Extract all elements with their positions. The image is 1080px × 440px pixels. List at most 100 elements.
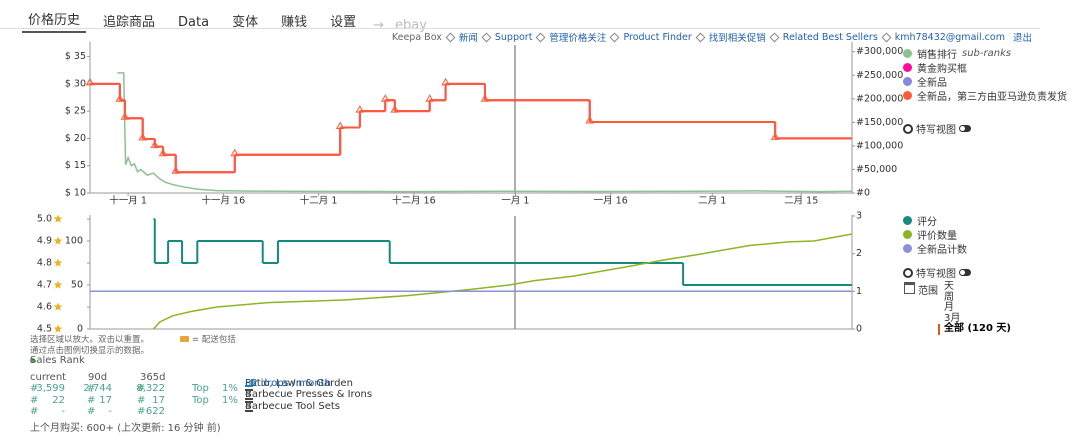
legend-item[interactable]: 评分 <box>903 213 967 228</box>
range-option[interactable]: 天 <box>944 281 954 292</box>
truck-icon <box>180 336 189 342</box>
rank-category[interactable]: Barbecue Tool Sets <box>245 400 340 412</box>
y-tick-label: 4.7 <box>37 280 52 291</box>
separator <box>535 32 546 42</box>
range-option[interactable]: 3月 <box>944 312 961 324</box>
range-option[interactable]: 周 <box>944 291 954 303</box>
footer: 上个月购买: 600+ (上次更新: 16 分钟 前) <box>30 422 221 434</box>
y-tick-label: 4.9 <box>37 236 52 247</box>
links: Keepa Box 新闻 Support 管理价格关注 Product Finder 找到… <box>391 30 1032 45</box>
y-tick-label: $ 20 <box>65 133 86 144</box>
y-tick-label: 1 <box>856 286 862 297</box>
tab[interactable]: 设置 <box>330 15 357 30</box>
x-tick-label: 一月 16 <box>594 196 628 207</box>
calendar-icon <box>904 282 915 294</box>
legend-swatch <box>903 243 912 253</box>
rank-category[interactable]: Barbecue Presses & Irons <box>245 389 373 400</box>
legend-swatch <box>903 76 912 86</box>
range-selected[interactable]: 全部 (120 天) <box>938 323 1011 335</box>
range-label-wrap: 范围 <box>904 282 938 335</box>
y-tick-label: 3 <box>856 210 862 221</box>
y-tick-label: 4.6 <box>37 302 52 313</box>
y-tick-label: #250,000 <box>856 70 903 81</box>
x-tick-label: 二月 15 <box>784 196 818 207</box>
sub-rank-icon <box>245 400 253 412</box>
series-line <box>152 233 853 330</box>
rank-value: 8,322 <box>136 383 165 394</box>
tab[interactable]: Data <box>178 15 210 30</box>
legend-item[interactable]: 全新品计数 <box>903 241 967 256</box>
toggle[interactable] <box>959 269 971 276</box>
marker <box>115 94 125 102</box>
top-link[interactable]: Product Finder <box>623 31 692 43</box>
y-tick-label: 4.5 <box>37 324 52 335</box>
legend-item[interactable]: 全新品 <box>903 74 1067 89</box>
column-header: 365d <box>140 371 166 383</box>
legend-label: 全新品计数 <box>917 244 967 256</box>
y-tick-label: #100,000 <box>856 140 903 151</box>
ebay-tab[interactable]: ebay <box>395 18 427 33</box>
separator <box>769 32 780 42</box>
rank-prefix: # <box>30 383 39 394</box>
sub-ranks[interactable]: sub-ranks <box>962 47 1012 59</box>
legend-item[interactable]: 评价数量 <box>903 227 967 242</box>
marker <box>480 94 490 102</box>
top-link[interactable]: Related Best Sellers <box>782 31 878 43</box>
arrow: → <box>373 18 385 33</box>
y-tick-label: $ 15 <box>65 160 86 171</box>
rank-prefix: # <box>30 406 39 417</box>
top-link[interactable]: kmh78432@gmail.com <box>894 31 1005 43</box>
separator <box>609 32 620 42</box>
top-link[interactable]: 找到相关促销 <box>708 33 766 44</box>
y-tick-label: 2 <box>856 248 862 259</box>
rank-value: 622 <box>145 406 165 417</box>
tab[interactable]: 赚钱 <box>281 15 308 30</box>
top-link[interactable]: Keepa Box <box>391 31 442 43</box>
toggle[interactable] <box>959 125 971 132</box>
top-link[interactable]: 管理价格关注 <box>549 33 607 44</box>
delivery-hint: = 配送包括 <box>180 333 236 345</box>
y-tick-label: #200,000 <box>856 93 903 104</box>
legend-label: 黄金购买框 <box>917 63 967 75</box>
separator <box>481 32 492 42</box>
legend-item[interactable]: 黄金购买框 <box>903 60 1067 75</box>
marker <box>138 132 148 141</box>
y-tick-label: $ 35 <box>65 51 86 62</box>
top-link[interactable]: 退出 <box>1012 33 1032 44</box>
legend-item[interactable]: 销售排行 sub-ranks <box>903 46 1067 61</box>
legend: 评分 评价数量全新品计数 <box>903 213 967 256</box>
rank-pct: 1% <box>222 383 238 394</box>
tab[interactable]: 追踪商品 <box>103 15 156 30</box>
separator <box>881 32 892 42</box>
star-icon <box>53 302 63 311</box>
rank-title[interactable]: Sales Rank <box>30 354 85 366</box>
close-up-label: 特写视图 <box>916 125 956 136</box>
rank-top: Top <box>192 394 209 406</box>
marker <box>585 116 595 124</box>
top-link[interactable]: Support <box>494 31 533 43</box>
separator <box>445 32 456 42</box>
rank-value: 17 <box>99 394 112 406</box>
drops[interactable]: 82 drops / month <box>245 377 332 389</box>
range-option[interactable]: 月 <box>944 302 954 313</box>
close-up[interactable]: 特写视图 <box>903 121 971 136</box>
x-tick-label: 十二月 16 <box>392 195 436 207</box>
marker <box>150 140 160 149</box>
x-tick-label: 二月 1 <box>698 196 726 207</box>
marker <box>85 77 95 86</box>
marker <box>171 166 181 174</box>
range: 范围 天 周 月 3月 全部 (120 天) <box>904 281 1011 335</box>
marker <box>380 94 390 102</box>
tab[interactable]: 价格历史 <box>22 9 87 33</box>
legend-item[interactable]: 全新品，第三方由亚马逊负责发货 <box>903 88 1067 103</box>
rank-category[interactable]: Patio, Lawn & Garden <box>245 377 353 389</box>
magnifier-icon <box>903 123 913 134</box>
column-header: current <box>30 371 67 383</box>
rank-value: 3,599 <box>36 383 65 394</box>
tab[interactable]: 变体 <box>232 15 259 30</box>
close-up[interactable]: 特写视图 <box>903 265 971 280</box>
top-link[interactable]: 新闻 <box>458 33 478 44</box>
magnifier-icon <box>903 267 913 278</box>
column-header: 90d <box>88 371 108 383</box>
